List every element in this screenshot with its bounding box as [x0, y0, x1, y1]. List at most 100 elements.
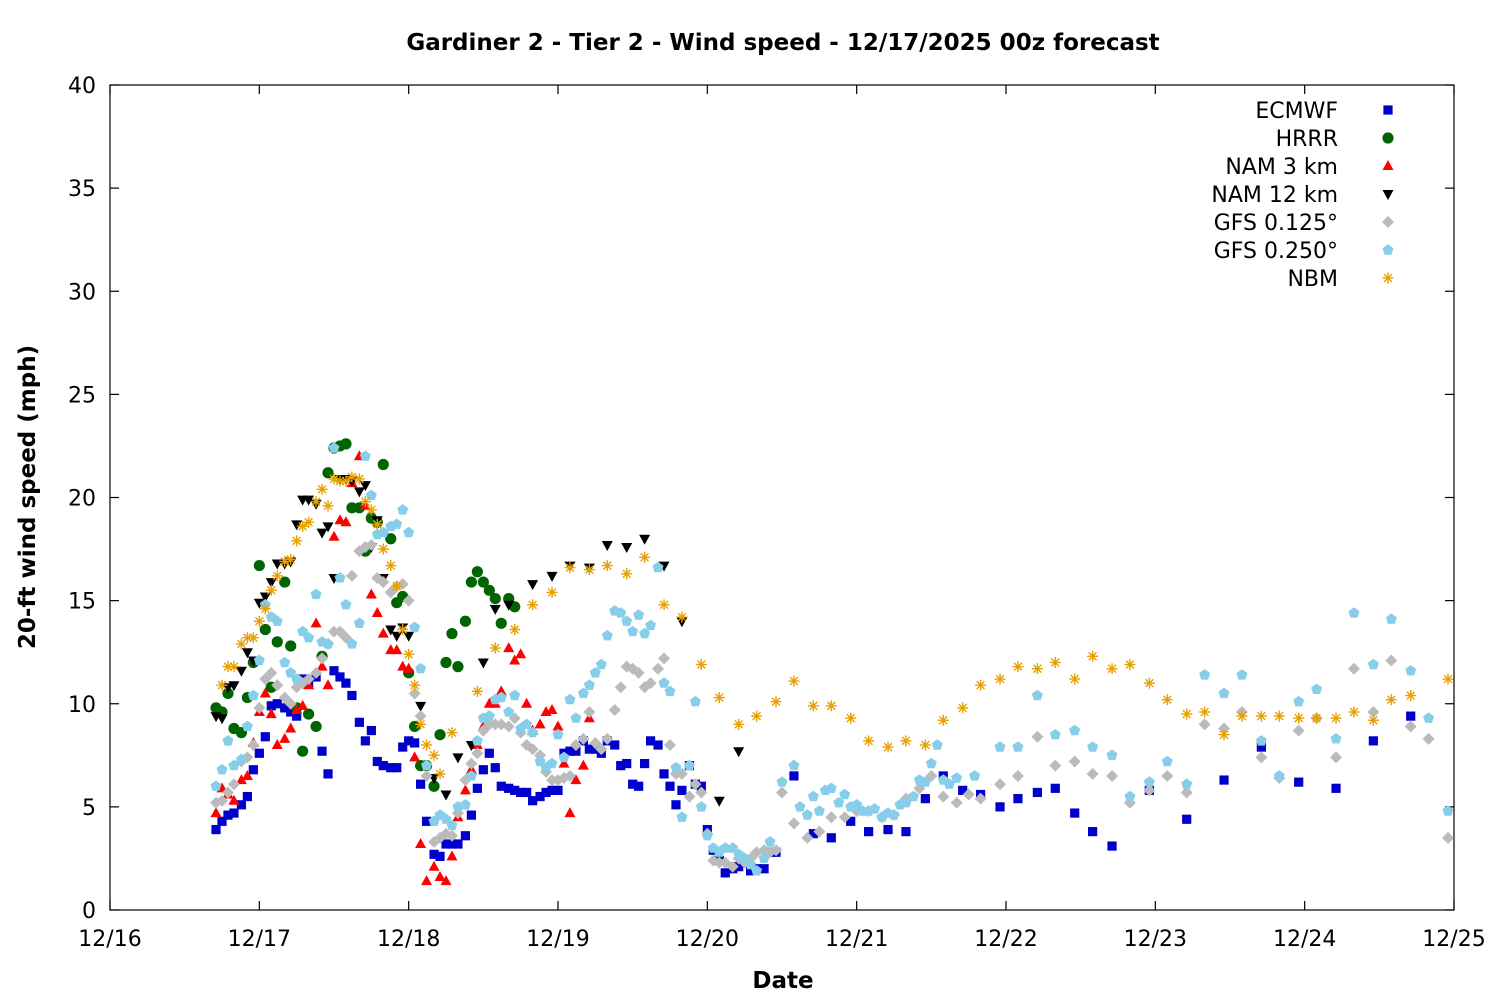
data-point: [628, 779, 638, 789]
asterisk-stroke: [1294, 713, 1304, 723]
asterisk-stroke: [1443, 674, 1453, 684]
asterisk-stroke: [771, 697, 781, 707]
data-point: [1405, 665, 1417, 676]
data-point: [558, 751, 570, 763]
series-2: [210, 450, 595, 886]
data-point: [259, 603, 271, 615]
data-point: [564, 807, 576, 818]
data-point: [415, 838, 427, 848]
data-point: [1049, 759, 1062, 772]
data-point: [265, 584, 277, 596]
data-point: [589, 736, 602, 749]
asterisk-stroke: [510, 625, 520, 634]
data-point: [483, 584, 495, 596]
data-point: [522, 787, 532, 798]
data-point: [931, 739, 943, 750]
legend-marker: [1382, 216, 1394, 228]
data-point: [477, 724, 490, 737]
data-point: [489, 592, 501, 605]
data-point: [516, 787, 526, 798]
x-tick-label: 12/17: [228, 927, 291, 952]
data-point: [484, 748, 494, 758]
data-point: [1347, 662, 1360, 675]
data-point: [583, 706, 596, 718]
data-point: [216, 794, 228, 807]
asterisk-stroke: [734, 719, 744, 729]
data-point: [385, 625, 397, 636]
data-point: [346, 638, 358, 649]
data-point: [1069, 673, 1081, 685]
asterisk-stroke: [1406, 691, 1416, 700]
data-point: [670, 761, 682, 773]
asterisk-stroke: [392, 581, 402, 591]
asterisk-stroke: [311, 497, 321, 507]
data-point: [696, 781, 706, 791]
data-point: [546, 703, 558, 714]
data-point: [807, 700, 819, 712]
data-point: [403, 648, 415, 660]
data-point: [825, 811, 838, 824]
data-point: [1442, 805, 1454, 816]
data-point: [621, 543, 633, 553]
data-point: [595, 743, 608, 756]
asterisk-stroke: [864, 736, 873, 746]
data-point: [440, 875, 452, 886]
x-tick-label: 12/19: [526, 927, 589, 952]
asterisk-stroke: [995, 674, 1005, 684]
data-point: [359, 450, 371, 461]
data-point: [377, 576, 390, 589]
data-point: [303, 708, 315, 720]
data-point: [459, 615, 472, 627]
data-point: [259, 623, 271, 636]
x-tick-label: 12/21: [825, 927, 888, 952]
data-point: [695, 801, 707, 812]
data-point: [421, 875, 433, 886]
data-point: [217, 816, 227, 826]
data-point: [428, 860, 440, 871]
asterisk-stroke: [1237, 711, 1247, 721]
data-point: [303, 516, 315, 528]
data-point: [222, 735, 234, 746]
data-point: [664, 685, 676, 697]
data-point: [334, 514, 346, 525]
asterisk-stroke: [528, 600, 537, 610]
data-point: [359, 496, 371, 508]
data-point: [534, 755, 546, 767]
asterisk-stroke: [416, 719, 425, 729]
data-point: [503, 642, 515, 653]
data-point: [739, 852, 751, 864]
y-tick-label: 20: [68, 487, 96, 512]
data-point: [1124, 790, 1136, 802]
data-point: [787, 817, 800, 830]
asterisk-stroke: [1088, 651, 1097, 661]
data-point: [995, 802, 1005, 812]
data-point: [495, 685, 507, 696]
asterisk-stroke: [696, 660, 706, 669]
asterisk-stroke: [1312, 713, 1321, 723]
data-point: [1106, 769, 1119, 782]
asterisk-stroke: [1182, 709, 1192, 719]
data-point: [639, 534, 651, 545]
data-point: [751, 865, 763, 876]
data-point: [471, 566, 483, 578]
data-point: [788, 759, 800, 771]
asterisk-stroke: [410, 680, 420, 690]
data-point: [271, 679, 284, 692]
data-point: [297, 699, 309, 710]
data-point: [434, 729, 446, 741]
data-point: [440, 656, 452, 669]
data-point: [720, 868, 730, 878]
data-point: [391, 644, 403, 655]
data-point: [1049, 728, 1061, 740]
data-point: [409, 679, 421, 691]
data-point: [1199, 706, 1211, 718]
data-point: [676, 611, 688, 623]
data-point: [1181, 708, 1193, 720]
data-point: [447, 839, 457, 849]
asterisk-stroke: [447, 728, 457, 738]
data-point: [509, 624, 521, 635]
data-point: [801, 809, 813, 820]
data-point: [465, 770, 477, 781]
asterisk-stroke: [659, 600, 669, 610]
data-point: [552, 720, 564, 731]
